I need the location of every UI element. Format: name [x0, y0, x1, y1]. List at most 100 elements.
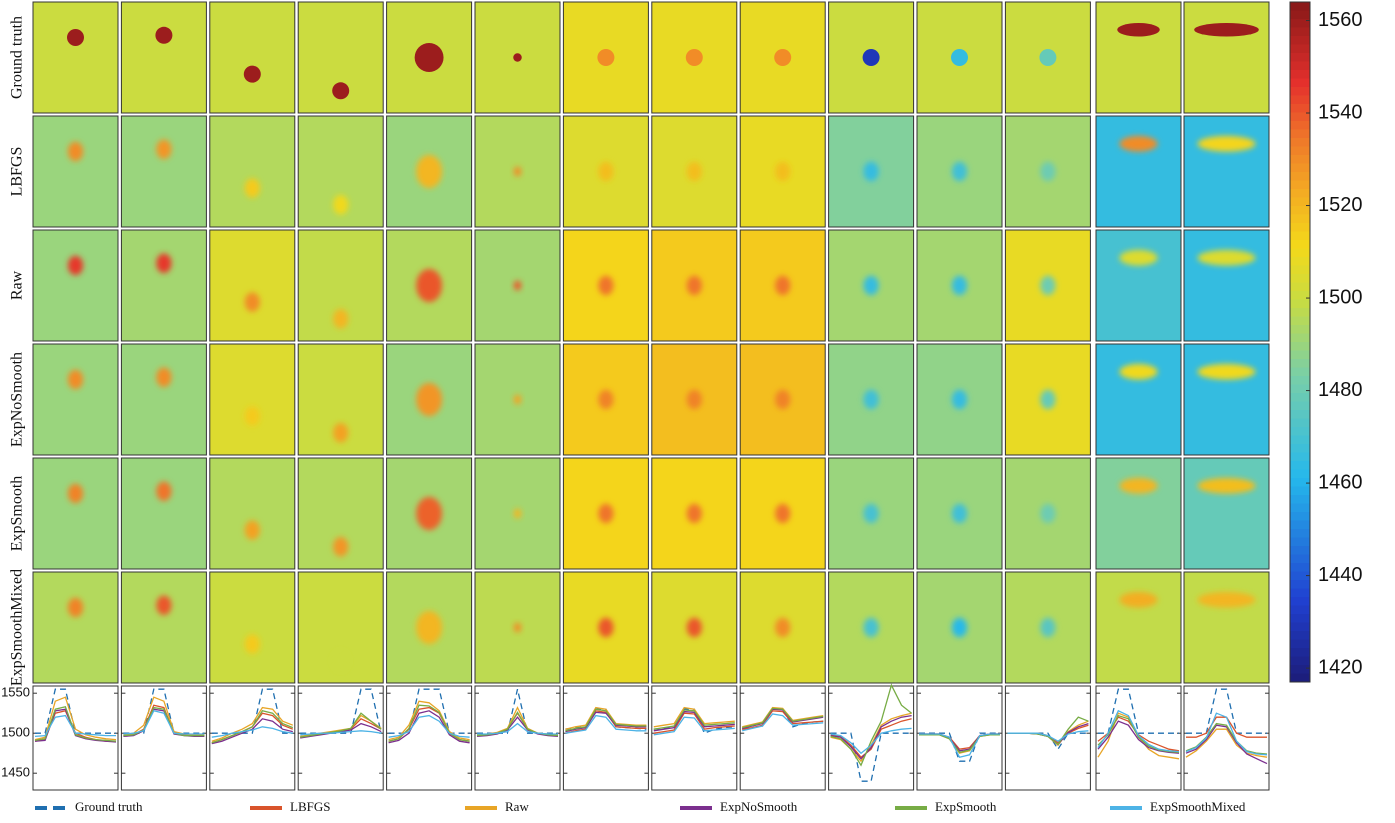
inclusion: [862, 49, 880, 66]
panel-background: [209, 343, 296, 456]
profile-line: [919, 732, 1000, 762]
row-label: ExpSmooth: [9, 476, 26, 552]
inclusion: [67, 369, 84, 390]
colorbar-step: [1290, 180, 1310, 190]
colorbar-step: [1290, 316, 1310, 326]
panel-background: [209, 115, 296, 228]
colorbar-step: [1290, 299, 1310, 309]
colorbar-tick-label: 1540: [1318, 101, 1363, 123]
inclusion: [598, 275, 614, 296]
profile-line: [565, 708, 647, 732]
legend-label: Ground truth: [75, 799, 143, 814]
profile-line: [830, 718, 912, 759]
colorbar-step: [1290, 444, 1310, 453]
panel-background: [1095, 571, 1182, 684]
colorbar-step: [1290, 104, 1310, 113]
inclusion: [414, 43, 444, 72]
colorbar-step: [1290, 563, 1310, 572]
inclusion: [951, 617, 968, 638]
inclusion: [156, 481, 172, 502]
profile-line: [34, 714, 116, 738]
colorbar-step: [1290, 189, 1310, 198]
inclusion: [333, 309, 349, 329]
colorbar-step: [1290, 282, 1310, 292]
profile-line: [653, 706, 735, 728]
inclusion: [775, 161, 791, 182]
inclusion: [1119, 135, 1158, 152]
panel-background: [32, 115, 119, 228]
panel-background: [120, 571, 207, 684]
colorbar-step: [1290, 673, 1310, 683]
inclusion: [775, 389, 791, 410]
row-label: ExpSmoothMixed: [9, 569, 26, 686]
profile-line: [388, 710, 470, 744]
inclusion: [156, 595, 172, 616]
inclusion: [155, 26, 173, 44]
colorbar-tick-label: 1460: [1318, 471, 1363, 493]
profile-line: [300, 722, 382, 739]
panel-background: [1095, 343, 1182, 456]
colorbar-step: [1290, 19, 1310, 28]
profile-line: [919, 734, 1000, 754]
inclusion: [244, 634, 260, 654]
colorbar-step: [1290, 274, 1310, 283]
legend-label: ExpNoSmooth: [720, 799, 798, 814]
panel-background: [1183, 343, 1270, 456]
inclusion: [598, 161, 614, 182]
panel-background: [1095, 1, 1182, 114]
panel-background: [1183, 571, 1270, 684]
inclusion: [513, 622, 522, 633]
profile-frame: [209, 685, 296, 791]
profile-line: [1097, 709, 1180, 753]
profile-line: [300, 730, 382, 736]
profile-line: [1097, 714, 1180, 754]
colorbar-step: [1290, 342, 1310, 351]
colorbar-step: [1290, 197, 1310, 207]
profile-frame: [1183, 685, 1270, 791]
profile-line: [1185, 724, 1268, 765]
profile-line: [211, 726, 293, 738]
inclusion: [686, 389, 702, 410]
colorbar-step: [1290, 410, 1310, 419]
colorbar-step: [1290, 418, 1310, 428]
colorbar-step: [1290, 146, 1310, 156]
profile-line: [476, 716, 559, 738]
colorbar-tick-label: 1420: [1318, 656, 1363, 678]
colorbar-step: [1290, 546, 1310, 555]
colorbar-step: [1290, 384, 1310, 394]
inclusion: [1039, 49, 1057, 66]
inclusion: [774, 49, 792, 66]
colorbar-step: [1290, 231, 1310, 241]
panel-background: [32, 343, 119, 456]
inclusion: [416, 496, 443, 531]
panel-background: [562, 229, 649, 342]
inclusion: [1040, 389, 1056, 410]
colorbar-step: [1290, 121, 1310, 130]
inclusion: [416, 382, 443, 417]
profile-line: [830, 732, 912, 782]
profile-line: [565, 714, 647, 734]
inclusion: [1194, 22, 1259, 37]
colorbar-step: [1290, 10, 1310, 20]
colorbar-step: [1290, 656, 1310, 666]
profile-frame: [739, 685, 826, 791]
row-label: Raw: [9, 270, 26, 300]
colorbar-step: [1290, 333, 1310, 343]
inclusion: [67, 255, 84, 276]
inclusion: [1197, 363, 1256, 380]
inclusion: [686, 503, 702, 524]
profile-line: [565, 711, 647, 733]
inclusion: [244, 406, 260, 426]
colorbar-step: [1290, 308, 1310, 317]
colorbar-step: [1290, 61, 1310, 71]
colorbar-step: [1290, 87, 1310, 96]
colorbar-step: [1290, 138, 1310, 147]
inclusion: [863, 617, 879, 638]
inclusion: [332, 82, 350, 100]
inclusion: [598, 617, 614, 638]
inclusion: [513, 508, 522, 519]
inclusion: [333, 651, 349, 671]
inclusion: [1040, 275, 1056, 296]
inclusion: [1119, 591, 1158, 608]
